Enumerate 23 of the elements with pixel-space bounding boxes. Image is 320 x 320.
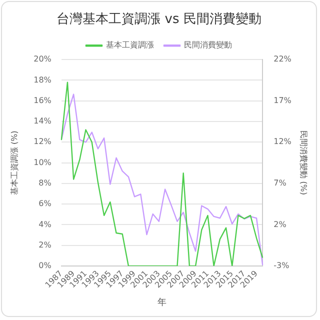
y-tick-label: 20% [34,54,52,64]
y-tick-label: 0% [38,261,52,270]
y2-axis-title: 民間消費變動 (%) [299,130,308,196]
y-tick-label: 2% [38,240,52,250]
legend-label: 民間消費變動 [184,40,232,50]
legend-label: 基本工資調漲 [106,40,154,50]
x-axis-title: 年 [158,296,166,308]
y-tick-label: 14% [34,116,52,126]
y-tick-label: 16% [34,96,52,105]
y2-tick-label: 7% [274,178,287,188]
y-axis-title: 基本工資調漲 (%) [10,130,19,196]
y-tick-label: 10% [34,158,52,167]
y2-tick-label: 22% [274,54,292,64]
y2-tick-label: 17% [274,96,292,105]
y-tick-label: 4% [38,220,52,229]
y2-tick-label: -3% [274,261,290,270]
y-tick-label: 6% [38,199,52,208]
y-tick-label: 8% [38,178,52,188]
y-tick-label: 12% [34,137,52,146]
y2-tick-label: 2% [274,220,287,229]
y-tick-label: 18% [34,75,52,84]
chart-title: 台灣基本工資調漲 vs 民間消費變動 [56,12,262,28]
y2-tick-label: 12% [274,137,292,146]
